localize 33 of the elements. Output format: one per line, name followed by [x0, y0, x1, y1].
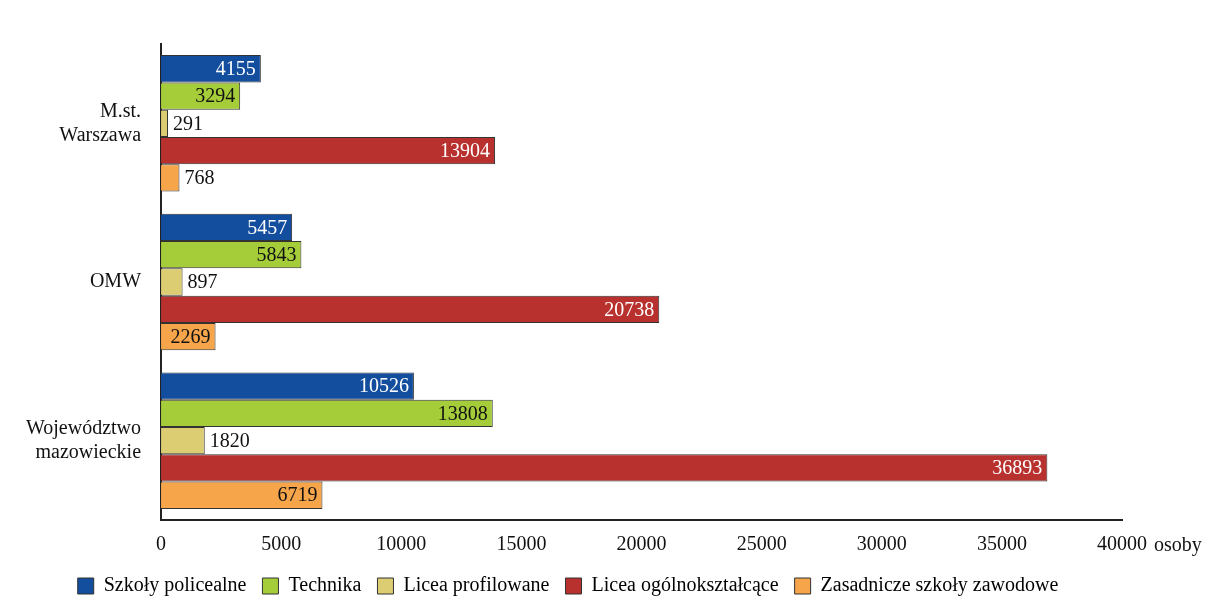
- y-tick-label: Województwo mazowieckie: [26, 415, 142, 462]
- x-tick-label: 40000: [1097, 532, 1147, 555]
- data-label: 10526: [358, 374, 409, 397]
- data-label: 36893: [992, 456, 1043, 479]
- y-tick-label: M.st. Warszawa: [59, 98, 142, 145]
- legend-label: Licea profilowane: [403, 573, 550, 597]
- y-tick-label: OMW: [89, 269, 142, 292]
- x-tick-label: 20000: [616, 532, 667, 555]
- data-label: 897: [187, 270, 218, 293]
- data-label: 3294: [195, 84, 236, 107]
- legend-label: Licea ogólnokształcące: [591, 573, 779, 597]
- x-tick-label: 25000: [736, 532, 787, 555]
- x-tick-label: 5000: [261, 532, 302, 555]
- legend-label: Zasadnicze szkoły zawodowe: [820, 573, 1059, 597]
- x-tick-label: 15000: [496, 532, 547, 555]
- data-label: 4155: [215, 57, 256, 79]
- x-tick-label: 0: [156, 532, 167, 555]
- x-tick-label: 10000: [376, 532, 427, 555]
- x-axis-title: osoby: [1154, 533, 1202, 557]
- data-label: 291: [173, 111, 204, 134]
- data-label: 5843: [256, 242, 297, 265]
- data-label: 6719: [277, 483, 318, 506]
- data-label: 2269: [170, 324, 211, 347]
- x-tick-label: 30000: [856, 532, 907, 555]
- data-label: 20738: [604, 297, 655, 320]
- x-tick-label: 35000: [976, 532, 1027, 555]
- data-label: 768: [184, 166, 215, 189]
- data-label: 5457: [247, 215, 288, 238]
- legend-label: Technika: [288, 573, 362, 596]
- legend-label: Szkoły policealne: [103, 573, 247, 597]
- data-label: 13808: [437, 401, 488, 424]
- data-label: 13904: [440, 138, 491, 161]
- data-label: 1820: [209, 428, 250, 451]
